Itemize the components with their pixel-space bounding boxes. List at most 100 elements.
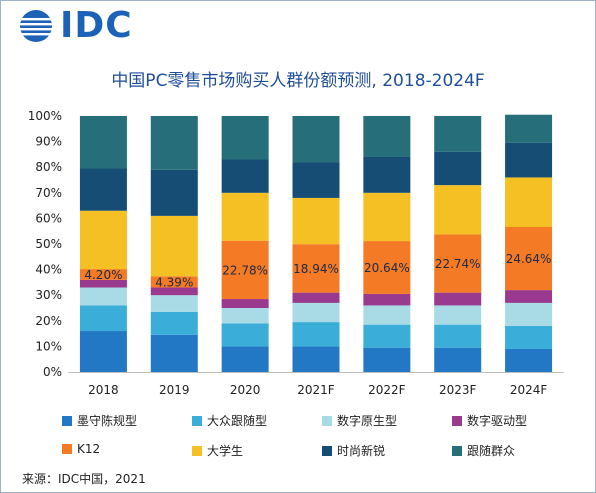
legend-label: 时尚新锐 [337,444,386,458]
data-label: 18.94% [293,262,339,276]
bar-segment [363,241,411,294]
legend-swatch [322,415,332,426]
legend-swatch [452,445,462,456]
bar-segment [292,162,340,198]
bar-segment [150,287,198,296]
bar-segment [150,334,198,372]
legend-label: 大众跟随型 [207,414,268,428]
y-tick-label: 100% [28,109,62,123]
bar-segment [221,323,269,347]
bar-segment [363,156,411,193]
y-tick-label: 80% [35,160,62,174]
bar-segment [292,346,340,372]
y-tick-label: 20% [35,314,62,328]
legend-item: 跟随群众 [452,442,515,459]
idc-logo: IDC [18,6,133,46]
legend-item: 数字驱动型 [452,412,527,429]
bar-segment [150,169,198,216]
bar-segment [79,287,127,306]
bar-segment [434,324,482,348]
legend-swatch [62,444,72,454]
y-tick-label: 10% [35,339,62,353]
x-tick-label: 2018 [88,383,119,397]
source-note: 来源：IDC中国，2021 [22,472,146,486]
legend-label: 数字原生型 [337,414,398,428]
chart-title: 中国PC零售市场购买人群份额预测, 2018-2024F [111,71,485,91]
bar-segment [434,234,482,293]
x-tick-label: 2019 [159,383,190,397]
y-tick-label: 0% [43,365,62,379]
bar-segment [221,159,269,193]
x-tick-label: 2020 [230,383,261,397]
bar-segment [79,305,127,332]
data-label: 22.74% [435,257,481,271]
bar-segment [79,210,127,270]
data-label: 4.20% [84,268,122,282]
bar-segment [79,269,127,280]
x-tick-label: 2021F [297,383,335,397]
legend-swatch [192,445,202,456]
bar-segment [150,215,198,277]
bar-segment [363,305,411,325]
y-tick-label: 50% [35,237,62,251]
data-label: 20.64% [364,261,410,275]
bar-segment [505,325,553,349]
y-tick-label: 70% [35,186,62,200]
bar-segment [505,142,553,178]
legend-item: 大众跟随型 [192,412,267,429]
bar-segment [505,227,553,291]
legend-label: 大学生 [207,444,244,458]
x-tick-label: 2022F [368,383,406,397]
bar-segment [221,299,269,308]
bar-segment [434,292,482,306]
legend-item: 时尚新锐 [322,442,385,459]
bar-segment [221,116,269,160]
bar-segment [79,116,127,169]
legend-item: 数字原生型 [322,412,397,429]
legend-swatch [452,415,462,426]
bar-segment [434,151,482,186]
bar-segment [363,347,411,372]
y-tick-label: 30% [35,288,62,302]
bar-segment [363,324,411,348]
bar-segment [292,302,340,323]
bar-segment [150,116,198,170]
bar-segment [434,116,482,152]
bar-segment [363,192,411,242]
data-label: 4.39% [155,275,193,289]
bar-segment [505,302,553,326]
bar-segment [150,276,198,288]
bar-segment [292,292,340,303]
bar-segment [221,240,269,300]
data-label: 24.64% [506,252,552,266]
bar-segment [434,185,482,235]
bar-segment [363,116,411,157]
bar-segment [221,346,269,372]
bar-segment [79,168,127,211]
bar-segment [79,331,127,372]
data-label: 22.78% [222,263,268,277]
legend-swatch [62,415,72,426]
legend-item: 墨守陈规型 [62,412,137,429]
bar-segment [292,244,340,293]
legend-label: 墨守陈规型 [77,414,138,428]
legend-item: K12 [62,442,100,456]
bar-segment [434,347,482,372]
bar-segment [505,114,553,143]
legend-label: 数字驱动型 [467,414,528,428]
y-tick-label: 40% [35,263,62,277]
legend-swatch [192,415,202,426]
bar-segment [363,293,411,306]
y-tick-label: 90% [35,135,62,149]
x-tick-label: 2024F [510,383,548,397]
bar-segment [150,295,198,312]
bar-segment [292,197,340,245]
logo-text: IDC [60,5,133,46]
x-tick-label: 2023F [439,383,477,397]
bar-segment [150,311,198,335]
bar-segment [505,348,553,372]
legend-label: 跟随群众 [467,444,516,458]
bar-segment [221,308,269,324]
legend-label: K12 [77,442,101,456]
